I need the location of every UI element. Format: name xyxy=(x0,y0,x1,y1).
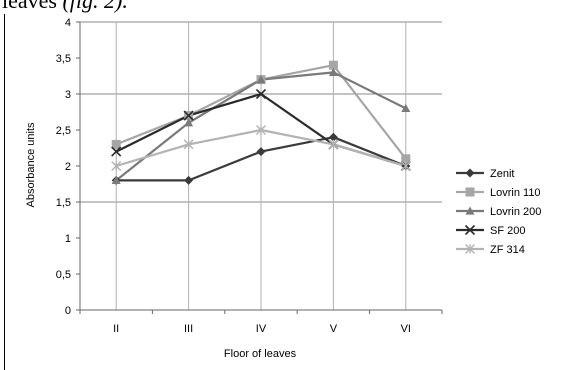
marker-stroke xyxy=(464,224,476,236)
y-axis-title: Absorbance units xyxy=(25,122,37,207)
y-tick-label: 3,5 xyxy=(56,53,71,65)
y-tick-label: 0,5 xyxy=(56,269,71,281)
legend-item-lovrin-200: Lovrin 200 xyxy=(456,206,541,218)
point-sf-200-IV xyxy=(255,88,267,100)
caption-text: leaves (fig. 2). xyxy=(2,0,128,14)
point-lovrin-200-II xyxy=(111,175,121,184)
point-lovrin-200-IV xyxy=(256,75,266,84)
x-tick-label: V xyxy=(330,323,338,335)
legend-marker-zenit xyxy=(465,168,475,178)
legend-item-lovrin-110: Lovrin 110 xyxy=(456,187,541,199)
legend: Zenit Lovrin 110 Lovrin 200 SF 200 ZF 314 xyxy=(456,168,541,256)
point-zf-314-IV xyxy=(256,125,266,135)
y-tick-label: 0 xyxy=(65,305,71,317)
point-sf-200-II xyxy=(111,146,122,157)
legend-item-zf-314: ZF 314 xyxy=(456,244,525,256)
series-markers xyxy=(111,60,411,185)
point-zenit-V xyxy=(328,132,338,142)
x-axis-title: Floor of leaves xyxy=(224,348,297,360)
point-lovrin-110-II xyxy=(111,139,121,149)
point-zf-314-V xyxy=(328,139,339,150)
x-tick-label: III xyxy=(184,323,193,335)
point-lovrin-200-III xyxy=(184,118,194,127)
point-sf-200-III xyxy=(183,110,194,121)
point-lovrin-110-V xyxy=(328,60,338,70)
marker-stroke xyxy=(183,110,194,121)
legend-label-sf-200: SF 200 xyxy=(490,225,525,237)
y-tick-label: 2,5 xyxy=(56,125,71,137)
legend-marker-lovrin-110 xyxy=(465,187,475,197)
legend-label-lovrin-110: Lovrin 110 xyxy=(490,187,541,199)
legend-label-lovrin-200: Lovrin 200 xyxy=(490,206,541,218)
y-tick-label: 3 xyxy=(65,89,71,101)
point-zf-314-II xyxy=(111,161,122,171)
y-tick-label: 1 xyxy=(65,233,71,245)
legend-marker-zf-314 xyxy=(465,244,475,254)
legend-marker-sf-200 xyxy=(464,224,476,236)
point-zenit-III xyxy=(184,175,194,185)
caption-figure-ref: (fig. 2). xyxy=(62,0,128,13)
marker-stroke xyxy=(255,88,267,100)
point-lovrin-200-VI xyxy=(401,103,411,112)
x-tick-label: VI xyxy=(401,323,411,335)
point-lovrin-110-VI xyxy=(401,154,411,164)
point-zenit-IV xyxy=(256,147,266,157)
caption-word: leaves xyxy=(2,0,57,13)
x-tick-label: IV xyxy=(256,323,267,335)
legend-item-sf-200: SF 200 xyxy=(456,224,525,237)
y-tick-label: 2 xyxy=(65,161,71,173)
y-tick-label: 4 xyxy=(65,17,71,29)
marker-stroke xyxy=(111,146,122,157)
legend-label-zf-314: ZF 314 xyxy=(490,244,525,256)
legend-label-zenit: Zenit xyxy=(490,168,514,180)
legend-marker-lovrin-200 xyxy=(465,206,475,215)
axes xyxy=(76,21,443,314)
legend-item-zenit: Zenit xyxy=(456,168,514,180)
point-lovrin-200-V xyxy=(328,67,338,76)
left-border-line xyxy=(4,14,5,370)
point-zf-314-VI xyxy=(400,161,411,171)
y-tick-label: 1,5 xyxy=(56,197,71,209)
point-zf-314-III xyxy=(183,139,194,150)
x-tick-label: II xyxy=(113,323,119,335)
